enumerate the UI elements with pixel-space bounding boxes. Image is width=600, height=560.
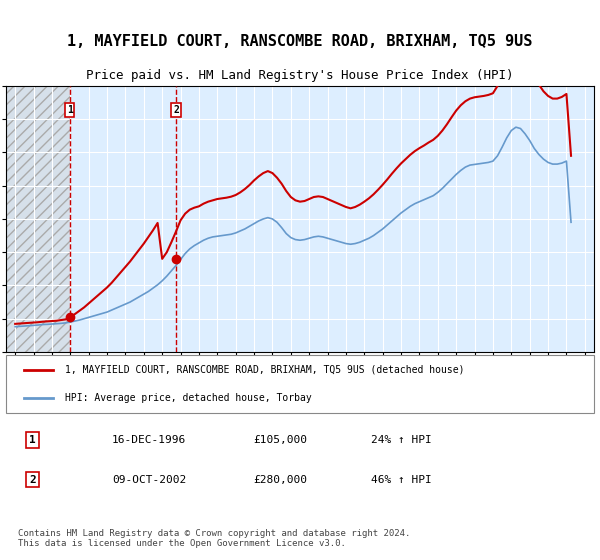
Text: 2: 2 [29, 475, 36, 484]
Text: 1: 1 [67, 105, 73, 115]
Text: Price paid vs. HM Land Registry's House Price Index (HPI): Price paid vs. HM Land Registry's House … [86, 69, 514, 82]
Text: 16-DEC-1996: 16-DEC-1996 [112, 435, 186, 445]
Text: 1, MAYFIELD COURT, RANSCOMBE ROAD, BRIXHAM, TQ5 9US (detached house): 1, MAYFIELD COURT, RANSCOMBE ROAD, BRIXH… [65, 365, 464, 375]
Text: 46% ↑ HPI: 46% ↑ HPI [371, 475, 431, 484]
Text: 24% ↑ HPI: 24% ↑ HPI [371, 435, 431, 445]
Text: HPI: Average price, detached house, Torbay: HPI: Average price, detached house, Torb… [65, 393, 311, 403]
Bar [6, 86, 70, 352]
Bar [6, 86, 70, 352]
Text: 1: 1 [29, 435, 36, 445]
Text: £280,000: £280,000 [253, 475, 307, 484]
Text: 2: 2 [173, 105, 179, 115]
FancyBboxPatch shape [6, 354, 594, 413]
Text: Contains HM Land Registry data © Crown copyright and database right 2024.
This d: Contains HM Land Registry data © Crown c… [18, 529, 410, 548]
Text: 1, MAYFIELD COURT, RANSCOMBE ROAD, BRIXHAM, TQ5 9US: 1, MAYFIELD COURT, RANSCOMBE ROAD, BRIXH… [67, 34, 533, 49]
Text: 09-OCT-2002: 09-OCT-2002 [112, 475, 186, 484]
Text: £105,000: £105,000 [253, 435, 307, 445]
